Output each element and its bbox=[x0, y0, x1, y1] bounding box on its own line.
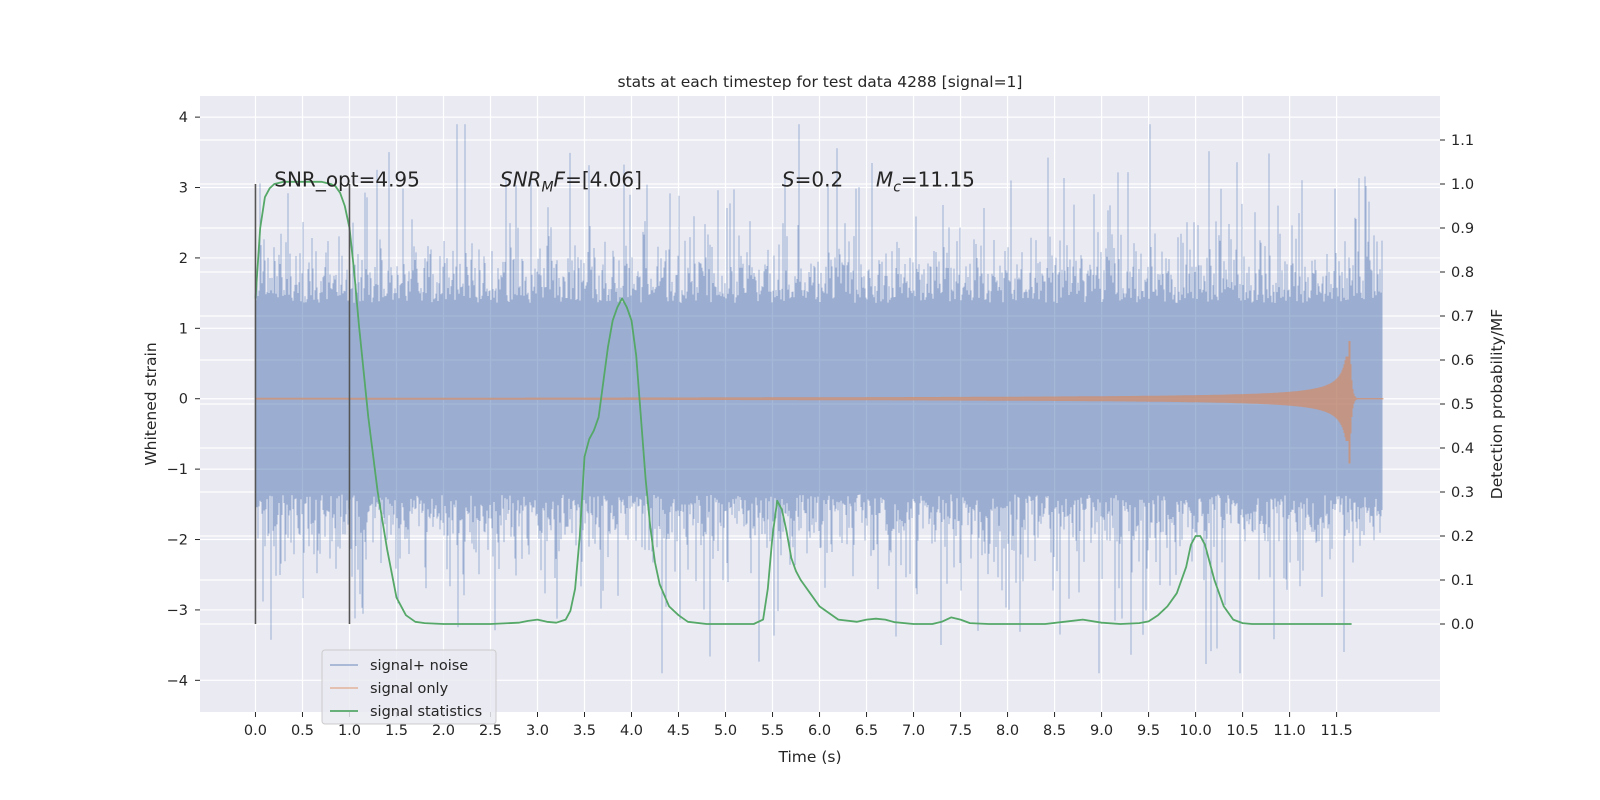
right-y-axis-ticks: 1.1 1.0 0.9 0.8 0.7 0.6 0.5 0.4 0.3 0.2 0.1 0.0 bbox=[1440, 133, 1474, 633]
left-y-tick-label: 0 bbox=[179, 392, 188, 408]
left-y-tick-label: 2 bbox=[179, 251, 188, 267]
left-y-tick-label: −2 bbox=[167, 533, 188, 549]
x-tick-label: 5.0 bbox=[714, 723, 737, 739]
x-tick-label: 11.0 bbox=[1273, 723, 1305, 739]
x-tick-label: 5.5 bbox=[761, 723, 784, 739]
x-tick-label: 4.5 bbox=[667, 723, 690, 739]
left-y-axis-ticks: 4 3 2 1 0 −1 −2 −3 −4 bbox=[167, 110, 200, 689]
annotations: SNR_opt=4.95 SNRMF=[4.06] S=0.2 Mc=11.15 bbox=[274, 168, 975, 196]
vertical-markers bbox=[254, 184, 351, 624]
x-tick-label: 7.0 bbox=[902, 723, 925, 739]
x-tick-label: 3.0 bbox=[526, 723, 549, 739]
right-y-tick-label: 1.1 bbox=[1451, 133, 1474, 149]
right-y-tick-label: 0.1 bbox=[1451, 573, 1474, 589]
right-y-tick-label: 0.9 bbox=[1451, 221, 1474, 237]
legend-entry: signal statistics bbox=[370, 704, 482, 720]
series-signal-statistics bbox=[254, 180, 1352, 625]
left-y-tick-label: −3 bbox=[167, 603, 188, 619]
right-y-tick-label: 0.0 bbox=[1451, 617, 1474, 633]
left-y-tick-label: 3 bbox=[179, 181, 188, 197]
right-y-tick-label: 0.3 bbox=[1451, 485, 1474, 501]
right-y-tick-label: 0.2 bbox=[1451, 529, 1474, 545]
legend-entry: signal+ noise bbox=[370, 658, 468, 674]
right-y-tick-label: 0.6 bbox=[1451, 353, 1474, 369]
x-tick-label: 11.5 bbox=[1320, 723, 1352, 739]
right-y-tick-label: 0.8 bbox=[1451, 265, 1474, 281]
right-y-tick-label: 0.5 bbox=[1451, 397, 1474, 413]
legend-entry: signal only bbox=[370, 681, 449, 697]
x-tick-label: 8.5 bbox=[1043, 723, 1066, 739]
right-y-tick-label: 1.0 bbox=[1451, 177, 1474, 193]
x-tick-label: 2.0 bbox=[432, 723, 455, 739]
annotation-s: S=0.2 bbox=[782, 168, 843, 192]
legend: signal+ noise signal only signal statistic… bbox=[321, 649, 497, 725]
x-tick-label: 1.5 bbox=[385, 723, 408, 739]
x-tick-label: 10.0 bbox=[1179, 723, 1211, 739]
x-axis-label: Time (s) bbox=[777, 748, 841, 766]
x-tick-label: 6.5 bbox=[855, 723, 878, 739]
x-tick-label: 2.5 bbox=[479, 723, 502, 739]
series-layer bbox=[254, 124, 1384, 674]
x-tick-label: 0.0 bbox=[244, 723, 267, 739]
x-axis-ticks: 0.0 0.5 1.0 1.5 2.0 2.5 3.0 3.5 4.0 4.5 5.0 5.5 6.0 6… bbox=[244, 712, 1353, 739]
x-tick-label: 8.0 bbox=[996, 723, 1019, 739]
annotation-mc: Mc=11.15 bbox=[876, 168, 975, 196]
right-y-tick-label: 0.7 bbox=[1451, 309, 1474, 325]
annotation-snr_mf: SNRMF=[4.06] bbox=[500, 168, 642, 196]
x-tick-label: 10.5 bbox=[1226, 723, 1258, 739]
x-tick-label: 9.0 bbox=[1090, 723, 1113, 739]
x-tick-label: 0.5 bbox=[291, 723, 314, 739]
annotation-snr-opt: SNR_opt=4.95 bbox=[274, 168, 420, 192]
x-tick-label: 3.5 bbox=[573, 723, 596, 739]
x-tick-label: 4.0 bbox=[620, 723, 643, 739]
x-tick-label: 1.0 bbox=[338, 723, 361, 739]
left-y-axis-label: Whitened strain bbox=[142, 342, 160, 465]
legend-box bbox=[321, 649, 497, 725]
x-tick-label: 6.0 bbox=[808, 723, 831, 739]
right-y-axis-label: Detection probability/MF bbox=[1488, 309, 1506, 500]
left-y-tick-label: −4 bbox=[167, 673, 188, 689]
x-tick-label: 9.5 bbox=[1137, 723, 1160, 739]
left-y-tick-label: 1 bbox=[179, 321, 188, 337]
right-y-tick-label: 0.4 bbox=[1451, 441, 1474, 457]
x-tick-label: 7.5 bbox=[949, 723, 972, 739]
left-y-tick-label: 4 bbox=[179, 110, 188, 126]
chart-title: stats at each timestep for test data 428… bbox=[618, 73, 1023, 91]
left-y-tick-label: −1 bbox=[167, 462, 188, 478]
